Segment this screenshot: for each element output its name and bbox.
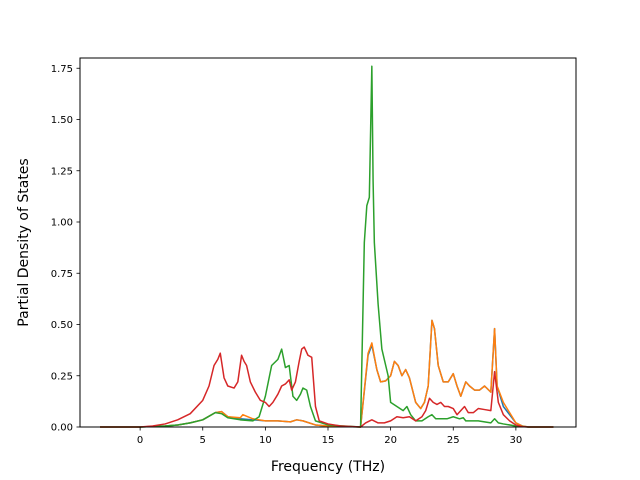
y-axis: 0.00 0.25 0.50 0.75 1.00 1.25 1.50 1.75: [51, 64, 80, 434]
x-axis: 0 5 10 15 20 25 30: [137, 427, 522, 446]
y-tick-label: 1.00: [51, 218, 73, 229]
x-tick-label: 25: [447, 435, 460, 446]
series-line-4: [100, 346, 554, 428]
y-axis-title: Partial Density of States: [16, 158, 32, 326]
series-layer: [100, 65, 554, 428]
y-tick-label: 0.00: [51, 423, 73, 434]
y-tick-label: 1.50: [51, 115, 73, 126]
x-tick-label: 20: [384, 435, 397, 446]
x-axis-title: Frequency (THz): [271, 459, 385, 475]
y-tick-label: 0.75: [51, 269, 73, 280]
y-tick-label: 0.50: [51, 320, 73, 331]
x-tick-label: 15: [322, 435, 335, 446]
y-tick-label: 0.25: [51, 371, 73, 382]
series-line-3: [100, 65, 554, 428]
x-tick-label: 5: [200, 435, 206, 446]
x-tick-label: 10: [259, 435, 272, 446]
series-line-2: [100, 319, 554, 428]
x-tick-label: 0: [137, 435, 143, 446]
x-tick-label: 30: [510, 435, 523, 446]
y-tick-label: 1.25: [51, 166, 73, 177]
y-tick-label: 1.75: [51, 64, 73, 75]
